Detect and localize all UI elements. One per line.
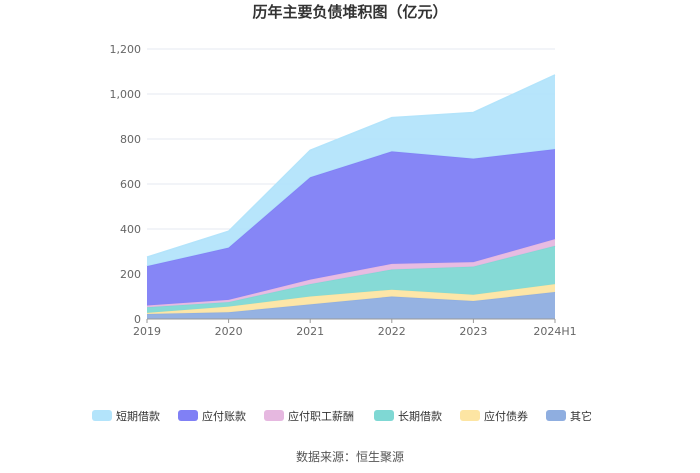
area-应付职工薪酬 [147, 239, 555, 308]
legend-label: 其它 [570, 409, 592, 423]
area-series-layer [146, 74, 556, 319]
legend: 短期借款 应付账款 应付职工薪酬 长期借款 应付债券 其它 [92, 409, 592, 423]
y-tick-label: 1,200 [110, 43, 142, 56]
legend-swatch [460, 410, 480, 421]
legend-item[interactable]: 其它 [546, 409, 592, 423]
legend-item[interactable]: 应付债券 [460, 409, 528, 423]
area-line-短期借款 [146, 74, 556, 258]
legend-swatch [264, 410, 284, 421]
x-tick-label: 2021 [296, 325, 324, 338]
x-tick-label: 2019 [133, 325, 161, 338]
y-tick-label: 1,000 [110, 88, 142, 101]
legend-item[interactable]: 长期借款 [374, 409, 442, 423]
area-应付账款 [147, 149, 555, 306]
y-tick-label: 800 [120, 133, 141, 146]
x-tick-label: 2020 [215, 325, 243, 338]
x-tick-label: 2024H1 [533, 325, 576, 338]
y-tick-label: 400 [120, 223, 141, 236]
y-tick-label: 200 [120, 268, 141, 281]
area-短期借款 [147, 74, 555, 267]
y-tick-label: 0 [134, 313, 141, 326]
legend-label: 长期借款 [398, 409, 442, 423]
x-tick-label: 2022 [378, 325, 406, 338]
legend-label: 应付职工薪酬 [288, 409, 354, 423]
legend-swatch [374, 410, 394, 421]
legend-label: 应付债券 [484, 409, 528, 423]
area-长期借款 [147, 245, 555, 313]
legend-swatch [178, 410, 198, 421]
legend-label: 短期借款 [116, 409, 160, 423]
legend-item[interactable]: 应付职工薪酬 [264, 409, 354, 423]
legend-label: 应付账款 [202, 409, 246, 423]
legend-item[interactable]: 应付账款 [178, 409, 246, 423]
area-应付债券 [147, 284, 555, 315]
x-tick-label: 2023 [459, 325, 487, 338]
chart-title: 历年主要负债堆积图（亿元） [252, 3, 447, 21]
legend-swatch [92, 410, 112, 421]
y-tick-label: 600 [120, 178, 141, 191]
area-其它 [147, 292, 555, 319]
axes: 0 200 400 600 800 1,000 1,200 2019 2020 2021 2022 2… [110, 43, 577, 338]
legend-item[interactable]: 短期借款 [92, 409, 160, 423]
legend-swatch [546, 410, 566, 421]
source-note: 数据来源：恒生聚源 [296, 449, 404, 464]
